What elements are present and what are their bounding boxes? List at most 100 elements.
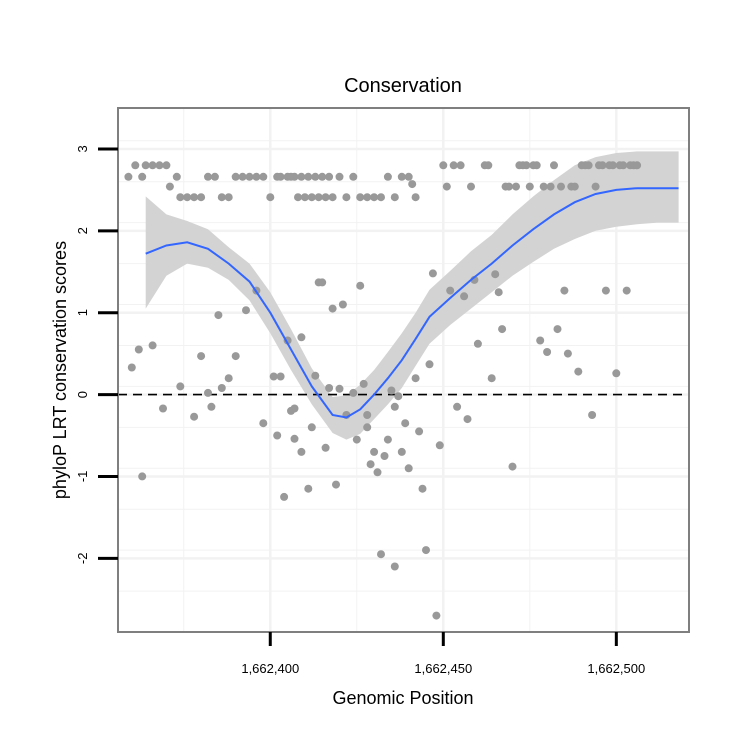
data-point xyxy=(377,550,385,559)
data-point xyxy=(397,447,406,456)
data-point xyxy=(197,352,206,361)
data-point xyxy=(224,374,233,383)
data-point xyxy=(505,182,513,191)
data-point xyxy=(311,172,320,181)
data-point xyxy=(304,172,313,181)
data-point xyxy=(473,339,482,348)
data-point xyxy=(411,193,420,202)
data-point xyxy=(525,182,534,191)
data-point xyxy=(359,379,368,388)
data-point xyxy=(588,411,597,419)
data-point xyxy=(300,193,309,202)
data-point xyxy=(432,611,441,620)
data-point xyxy=(294,193,302,202)
data-point xyxy=(217,384,226,392)
data-point xyxy=(325,384,334,392)
data-point xyxy=(141,161,150,170)
data-point xyxy=(217,193,226,202)
data-point xyxy=(307,423,316,432)
data-point xyxy=(487,374,496,383)
data-point xyxy=(252,172,261,181)
data-point xyxy=(259,419,268,428)
data-point xyxy=(363,193,372,202)
data-point xyxy=(204,388,212,397)
data-point xyxy=(352,435,361,444)
data-point xyxy=(172,172,181,181)
points-layer xyxy=(124,161,642,620)
data-point xyxy=(591,182,600,191)
data-point xyxy=(543,348,552,356)
data-point xyxy=(397,172,406,181)
data-point xyxy=(124,172,133,181)
data-point xyxy=(557,182,565,191)
data-point xyxy=(574,367,583,376)
data-point xyxy=(522,161,531,170)
data-point xyxy=(435,441,444,450)
x-tick-label: 1,662,400 xyxy=(241,661,299,676)
data-point xyxy=(390,193,399,202)
data-point xyxy=(383,435,392,444)
data-point xyxy=(411,374,420,383)
data-point xyxy=(349,388,358,397)
data-point xyxy=(224,193,233,202)
data-point xyxy=(328,304,337,313)
confidence-band xyxy=(145,151,679,440)
data-point xyxy=(162,161,171,170)
data-point xyxy=(356,281,365,290)
data-point xyxy=(553,325,562,334)
data-point xyxy=(460,292,469,301)
data-point xyxy=(598,161,607,170)
data-point xyxy=(335,384,344,393)
data-point xyxy=(456,161,465,170)
data-point xyxy=(197,193,206,202)
data-point xyxy=(363,423,372,432)
data-point xyxy=(321,443,330,452)
data-point xyxy=(612,369,621,378)
data-point xyxy=(242,306,250,315)
data-point xyxy=(321,193,330,202)
data-point xyxy=(332,480,340,489)
data-point xyxy=(176,193,185,202)
data-point xyxy=(155,161,164,170)
data-point xyxy=(418,484,427,493)
y-axis-label: phyloP LRT conservation scores xyxy=(50,241,70,499)
x-axis-label: Genomic Position xyxy=(332,688,473,708)
data-point xyxy=(311,371,320,380)
data-point xyxy=(356,193,365,202)
data-point xyxy=(165,182,174,191)
data-point xyxy=(314,193,323,202)
data-point xyxy=(512,182,520,191)
data-point xyxy=(536,336,545,345)
data-point xyxy=(601,286,610,295)
data-point xyxy=(297,447,306,456)
data-point xyxy=(297,172,306,181)
data-point xyxy=(127,363,136,372)
data-point xyxy=(508,462,517,471)
data-point xyxy=(484,161,493,170)
data-point xyxy=(446,286,455,295)
data-point xyxy=(404,172,413,181)
data-point xyxy=(439,161,448,170)
data-point xyxy=(608,161,617,170)
data-point xyxy=(390,402,399,411)
data-point xyxy=(404,464,413,473)
data-point xyxy=(259,172,268,181)
y-tick-label: -2 xyxy=(75,553,90,565)
data-point xyxy=(318,278,327,287)
x-axis: 1,662,400 1,662,450 1,662,500 xyxy=(241,632,645,676)
data-point xyxy=(373,468,382,477)
y-tick-label: 3 xyxy=(75,145,90,152)
data-point xyxy=(584,161,593,170)
data-point xyxy=(290,404,299,413)
data-point xyxy=(190,412,199,421)
data-point xyxy=(134,345,143,354)
data-point xyxy=(148,161,157,170)
data-point xyxy=(138,472,147,481)
data-point xyxy=(214,311,223,320)
data-point xyxy=(190,193,199,202)
data-point xyxy=(491,270,500,279)
data-point xyxy=(276,372,285,381)
data-point xyxy=(266,193,275,202)
data-point xyxy=(349,172,358,181)
